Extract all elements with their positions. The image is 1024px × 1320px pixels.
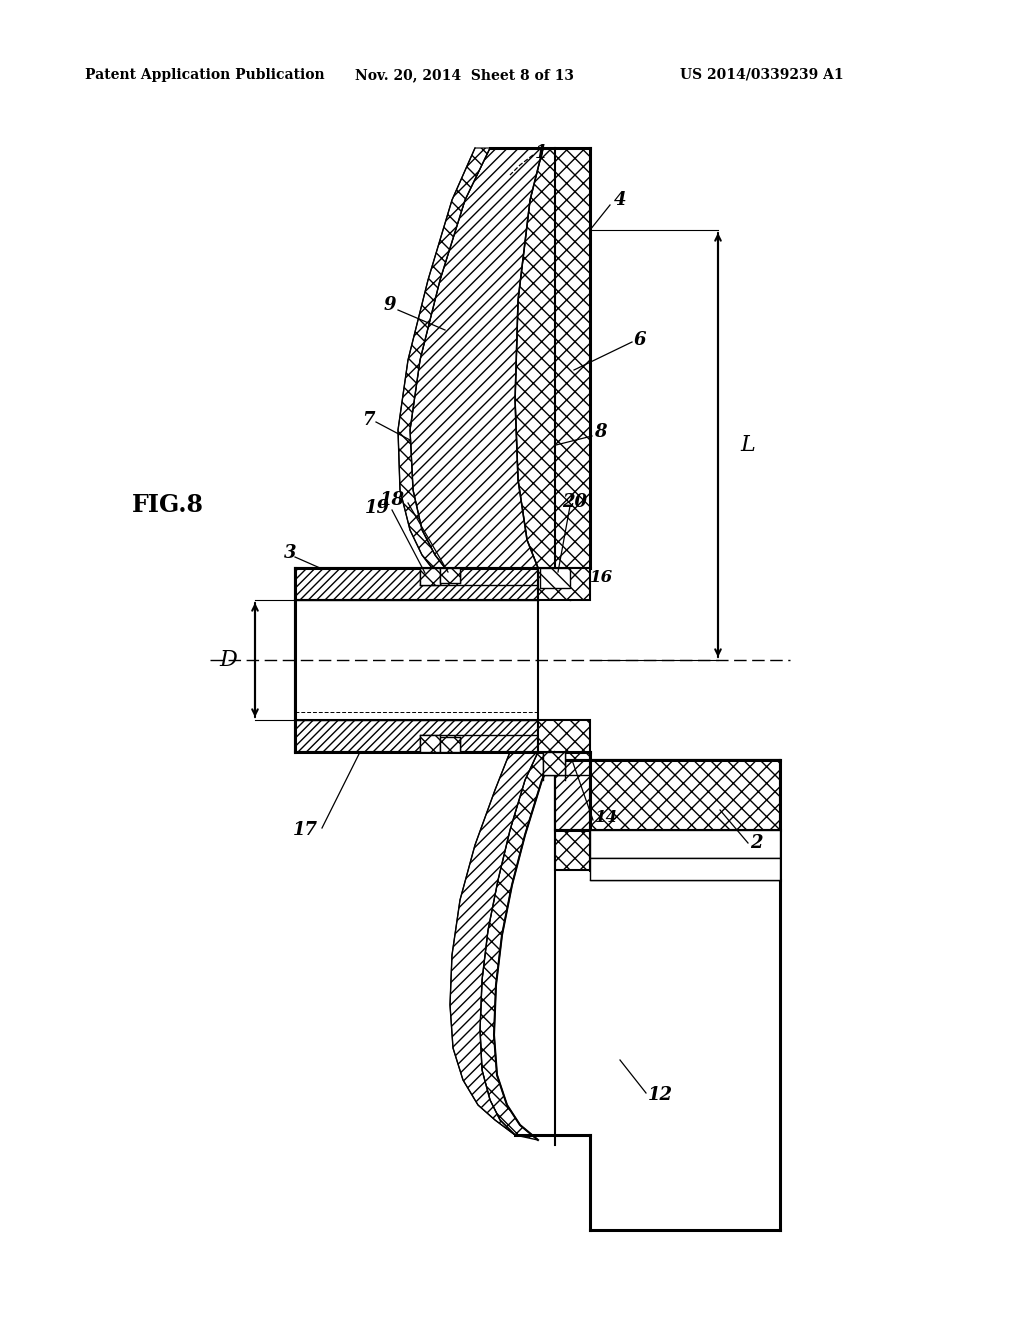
Text: 6: 6 <box>634 331 646 348</box>
Polygon shape <box>295 601 538 719</box>
Polygon shape <box>515 148 590 568</box>
Polygon shape <box>555 752 590 870</box>
Text: 2: 2 <box>750 834 763 851</box>
Polygon shape <box>555 760 780 830</box>
Polygon shape <box>410 148 543 568</box>
Text: 4: 4 <box>613 191 627 209</box>
Polygon shape <box>440 737 460 752</box>
Text: 3: 3 <box>284 544 296 562</box>
Polygon shape <box>590 830 780 858</box>
Text: 8: 8 <box>594 422 606 441</box>
Polygon shape <box>440 568 460 583</box>
Polygon shape <box>480 752 555 1140</box>
Text: 16: 16 <box>590 569 613 586</box>
Polygon shape <box>420 568 440 585</box>
Polygon shape <box>450 752 538 1135</box>
Text: 18: 18 <box>380 491 406 510</box>
Text: 19: 19 <box>365 499 390 517</box>
Polygon shape <box>538 719 590 752</box>
Text: FIG.8: FIG.8 <box>132 492 204 517</box>
Text: Nov. 20, 2014  Sheet 8 of 13: Nov. 20, 2014 Sheet 8 of 13 <box>355 69 574 82</box>
Text: 1: 1 <box>535 144 548 162</box>
Text: 12: 12 <box>648 1086 673 1104</box>
Polygon shape <box>590 760 780 830</box>
Text: 20: 20 <box>562 492 588 511</box>
Text: US 2014/0339239 A1: US 2014/0339239 A1 <box>680 69 844 82</box>
Polygon shape <box>543 752 565 775</box>
Text: D: D <box>219 649 237 671</box>
Text: 9: 9 <box>384 296 396 314</box>
Text: 17: 17 <box>293 821 318 840</box>
Polygon shape <box>295 568 538 601</box>
Polygon shape <box>538 568 590 601</box>
Polygon shape <box>295 719 538 752</box>
Polygon shape <box>540 568 570 587</box>
Text: 7: 7 <box>361 411 374 429</box>
Polygon shape <box>398 148 490 568</box>
Text: 14: 14 <box>595 809 618 826</box>
Polygon shape <box>420 735 440 752</box>
Text: L: L <box>740 434 755 455</box>
Polygon shape <box>590 858 780 880</box>
Text: Patent Application Publication: Patent Application Publication <box>85 69 325 82</box>
